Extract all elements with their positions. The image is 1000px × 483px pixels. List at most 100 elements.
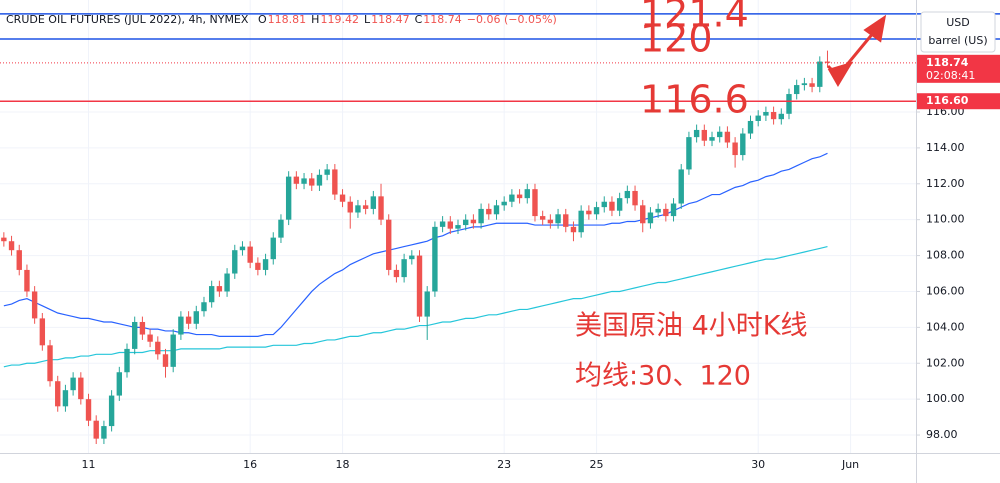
candle-body	[262, 259, 269, 270]
candle-body	[424, 291, 430, 317]
candle-body	[47, 345, 53, 382]
candle-body	[786, 94, 792, 114]
x-tick-label: 25	[590, 458, 604, 471]
x-tick-label: 16	[243, 458, 257, 471]
grid	[0, 0, 916, 453]
candle-body	[501, 201, 507, 206]
candle-body	[478, 208, 484, 224]
candle-body	[178, 316, 184, 335]
header-change: −0.06 (−0.05%)	[467, 13, 557, 26]
candle-body	[817, 61, 823, 87]
candle-body	[24, 269, 30, 292]
candle-body	[686, 137, 692, 170]
x-tick-label: Jun	[841, 458, 859, 471]
candle-body	[701, 129, 708, 141]
candle-body	[416, 255, 423, 317]
candle-body	[555, 214, 561, 224]
note: 均线:30、120	[575, 361, 751, 392]
candle-body	[463, 219, 469, 226]
candle-body	[132, 321, 138, 349]
candle-body	[809, 83, 815, 87]
candle-body	[285, 176, 292, 220]
price-timer: 02:08:41	[926, 69, 975, 82]
candle-body	[78, 377, 84, 400]
candle-body	[578, 210, 584, 233]
price-badge-label: 118.74	[926, 56, 969, 69]
candle-body	[324, 169, 330, 175]
candle-body	[509, 194, 515, 202]
header-label: L	[364, 13, 371, 26]
candle-body	[709, 137, 715, 141]
candle-body	[139, 321, 146, 335]
candle-body	[332, 169, 338, 195]
candle-body	[432, 226, 438, 292]
candle-body	[16, 250, 22, 270]
candle-body	[755, 115, 761, 121]
candle-body	[39, 318, 46, 346]
candle-body	[640, 205, 646, 224]
x-tick-label: 23	[497, 458, 511, 471]
candle-body	[108, 395, 115, 427]
header-value: 118.47	[371, 13, 410, 26]
candle-body	[663, 208, 669, 217]
header-label: H	[311, 13, 319, 26]
candle-body	[486, 208, 492, 215]
price-badge	[917, 54, 1000, 83]
candle-body	[170, 334, 176, 367]
candle-body	[586, 210, 592, 215]
candle-body	[524, 189, 530, 199]
candle-body	[770, 111, 777, 120]
candle-body	[401, 259, 407, 278]
marks	[1, 50, 831, 445]
y-tick-label: 112.00	[926, 177, 965, 190]
candle-body	[763, 111, 769, 116]
candle-body	[93, 420, 99, 439]
candle-body	[255, 262, 261, 270]
candle-body	[647, 212, 654, 224]
candle-body	[147, 334, 153, 342]
candle-body	[732, 142, 738, 156]
candle-body	[616, 198, 623, 211]
candle-body	[193, 311, 199, 324]
candle-body	[370, 196, 377, 209]
candle-body	[409, 255, 415, 260]
candle-body	[547, 219, 554, 224]
candle-body	[455, 225, 461, 229]
candle-body	[216, 286, 223, 292]
y-tick-label: 104.00	[926, 320, 965, 333]
y-tick-label: 100.00	[926, 392, 965, 405]
candle-body	[670, 203, 677, 217]
x-tick-label: 11	[82, 458, 96, 471]
candle-body	[1, 237, 7, 242]
header-label: C	[415, 13, 423, 26]
candle-body	[493, 205, 500, 215]
candle-body	[386, 219, 392, 270]
candle-body	[593, 207, 600, 215]
candle-body	[270, 237, 276, 260]
x-tick-label: 18	[336, 458, 350, 471]
unit-box-frame	[920, 11, 996, 53]
candle-body	[247, 246, 253, 263]
candle-body	[447, 221, 453, 229]
candle-body	[31, 291, 38, 319]
arrow-head	[827, 61, 854, 87]
candle-body	[55, 381, 61, 407]
axis: 98.00 100.00 102.00 104.00 106.00 108.00 110.0…	[82, 54, 1000, 471]
y-tick-label: 102.00	[926, 356, 965, 369]
y-tick-label: 110.00	[926, 213, 965, 226]
candle-body	[85, 399, 92, 421]
candle-body	[301, 178, 307, 184]
candle-body	[570, 226, 577, 233]
price-badge	[917, 93, 1000, 110]
candle-body	[724, 131, 731, 143]
header-value: 118.81	[268, 13, 307, 26]
candle-body	[609, 201, 615, 211]
candle-body	[339, 194, 346, 202]
price-badge-label: 116.60	[926, 94, 969, 107]
arrow-head	[863, 14, 887, 43]
candle-body	[124, 348, 130, 373]
y-tick-label: 108.00	[926, 249, 965, 262]
y-tick-label: 106.00	[926, 284, 965, 297]
